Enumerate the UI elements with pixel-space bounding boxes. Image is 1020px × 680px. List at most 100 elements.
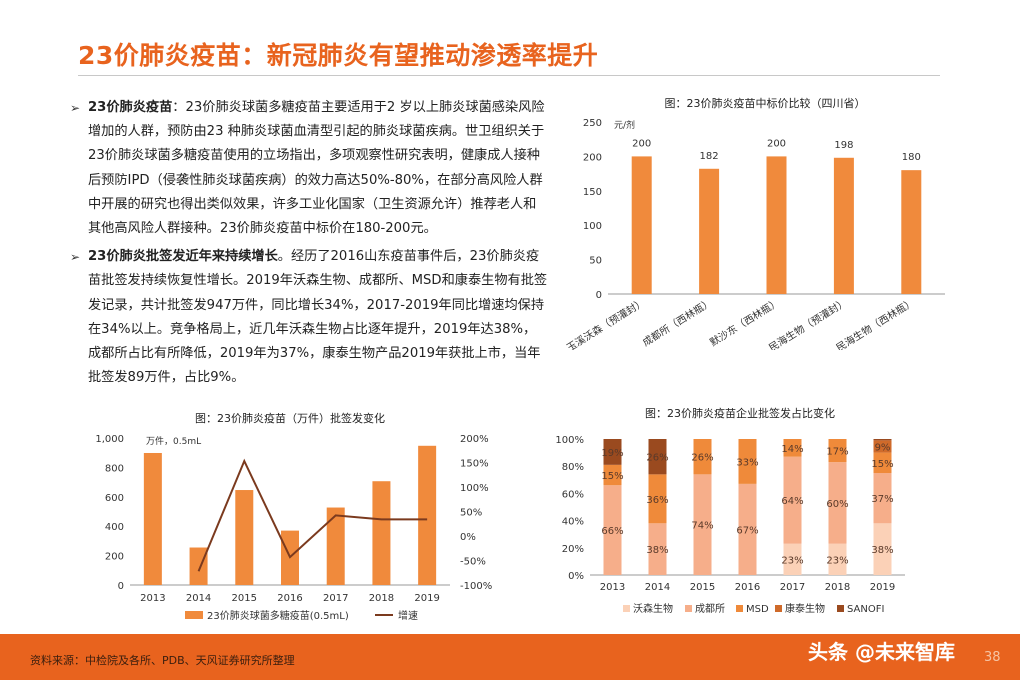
- data-label: 66%: [601, 526, 623, 537]
- x-tick-label: 2013: [600, 582, 625, 593]
- x-tick-label: 玉溪沃森（预灌封）: [564, 296, 647, 350]
- bar: [833, 157, 854, 294]
- data-label: 33%: [736, 457, 758, 468]
- data-label: 38%: [871, 545, 893, 556]
- stack-segment: [783, 543, 802, 575]
- stack-segment: [828, 439, 847, 463]
- bullet-heading: 23价肺炎疫苗: [88, 100, 173, 115]
- legend-label: 沃森生物: [633, 602, 673, 615]
- bar: [143, 452, 162, 585]
- x-tick-label: 2014: [645, 582, 670, 593]
- x-tick-label: 2015: [690, 582, 715, 593]
- price-chart: 0 50 100 150 200 250 元/剂 200 玉溪沃森（预灌封） 182 成都所（西林瓶…: [564, 118, 945, 350]
- stack-segment: [783, 439, 802, 457]
- share-chart: 0% 20% 40% 60% 80% 100% 2013 2014 2015 2016 2017 20…: [555, 435, 905, 615]
- x-tick-label: 2019: [870, 582, 895, 593]
- legend-swatch: [736, 605, 743, 612]
- legend-label: 成都所: [695, 603, 725, 615]
- bar: [766, 156, 787, 294]
- legend-label: 增速: [398, 609, 418, 622]
- stack-segment: [693, 474, 712, 575]
- stack-segment: [738, 483, 757, 575]
- x-tick-label: 2014: [186, 593, 211, 604]
- data-label: 36%: [646, 495, 668, 506]
- legend-label: 23价肺炎球菌多糖疫苗(0.5mL): [207, 609, 349, 622]
- legend-swatch: [623, 605, 630, 612]
- stack-segment: [648, 474, 667, 524]
- watermark: 头条 @未来智库: [808, 640, 955, 664]
- volume-chart: 0 200 400 600 800 1,000 -100% -50% 0% 50% 100% 150%…: [95, 434, 492, 622]
- data-label: 9%: [875, 442, 891, 453]
- data-label: 38%: [646, 545, 668, 556]
- x-tick-label: 2015: [232, 593, 257, 604]
- page-title: 23价肺炎疫苗：新冠肺炎有望推动渗透率提升: [78, 41, 599, 70]
- legend-swatch: [185, 611, 203, 619]
- data-label: 14%: [781, 444, 803, 455]
- data-label: 60%: [826, 499, 848, 510]
- y-tick-label: 20%: [562, 544, 584, 555]
- data-label: 180: [902, 152, 921, 163]
- x-tick-label: 成都所（西林瓶）: [640, 296, 715, 349]
- stack-segment: [873, 452, 892, 473]
- stack-segment: [738, 439, 757, 484]
- bar: [326, 507, 345, 585]
- y-right-tick-label: 100%: [460, 483, 489, 494]
- data-label: 200: [767, 138, 786, 149]
- x-tick-label: 2017: [323, 593, 348, 604]
- y-left-tick-label: 400: [105, 522, 124, 533]
- stack-segment: [873, 439, 892, 441]
- stack-segment: [648, 439, 667, 475]
- bar: [189, 547, 208, 585]
- legend-label: MSD: [746, 604, 769, 615]
- y-tick-label: 250: [583, 118, 602, 129]
- bullet-list: ➢ 23价肺炎疫苗：23价肺炎球菌多糖疫苗主要适用于2 岁以上肺炎球菌感染风险增…: [70, 96, 548, 394]
- legend-label: SANOFI: [847, 604, 884, 615]
- y-tick-label: 150: [583, 187, 602, 198]
- bullet-arrow-icon: ➢: [70, 101, 81, 115]
- stack-segment: [693, 439, 712, 475]
- stack-segment: [783, 456, 802, 544]
- data-label: 19%: [601, 448, 623, 459]
- title-divider: [78, 75, 940, 76]
- stack-segment: [828, 543, 847, 575]
- stack-segment: [648, 523, 667, 575]
- x-tick-label: 2016: [277, 593, 302, 604]
- stack-segment: [603, 464, 622, 486]
- y-tick-label: 40%: [562, 517, 584, 528]
- x-tick-label: 2013: [140, 593, 165, 604]
- y-left-tick-label: 200: [105, 552, 124, 563]
- unit-label: 万件，0.5mL: [146, 435, 201, 447]
- bar: [235, 490, 254, 585]
- y-right-tick-label: -50%: [460, 557, 486, 568]
- stack-segment: [873, 473, 892, 524]
- x-tick-label: 2018: [825, 582, 850, 593]
- bullet-separator: ：: [172, 100, 186, 115]
- legend-label: 康泰生物: [785, 602, 825, 615]
- data-label: 182: [700, 151, 719, 162]
- stack-segment: [603, 439, 622, 465]
- data-label: 23%: [826, 555, 848, 566]
- growth-line: [197, 458, 428, 572]
- y-left-tick-label: 800: [105, 463, 124, 474]
- data-label: 15%: [601, 471, 623, 482]
- legend-swatch: [837, 605, 844, 612]
- y-tick-label: 0: [596, 290, 602, 301]
- price-chart-title: 图：23价肺炎疫苗中标价比较（四川省）: [664, 97, 866, 110]
- share-chart-title: 图：23价肺炎疫苗企业批签发占比变化: [645, 407, 835, 420]
- y-right-tick-label: 50%: [460, 508, 482, 519]
- bullet-heading: 23价肺炎批签发近年来持续增长: [88, 249, 278, 265]
- bar: [699, 168, 720, 294]
- bullet-separator: 。: [277, 249, 291, 265]
- y-tick-label: 200: [583, 152, 602, 163]
- data-label: 74%: [691, 521, 713, 532]
- legend-swatch: [775, 605, 782, 612]
- y-tick-label: 0%: [568, 571, 584, 582]
- stack-segment: [828, 462, 847, 544]
- bar: [372, 481, 391, 585]
- bullet-text: 23价肺炎球菌多糖疫苗主要适用于2 岁以上肺炎球菌感染风险增加的人群，预防由23…: [88, 100, 545, 237]
- x-tick-label: 2018: [369, 593, 394, 604]
- data-label: 67%: [736, 525, 758, 536]
- y-tick-label: 80%: [562, 462, 584, 473]
- y-right-tick-label: 200%: [460, 434, 489, 445]
